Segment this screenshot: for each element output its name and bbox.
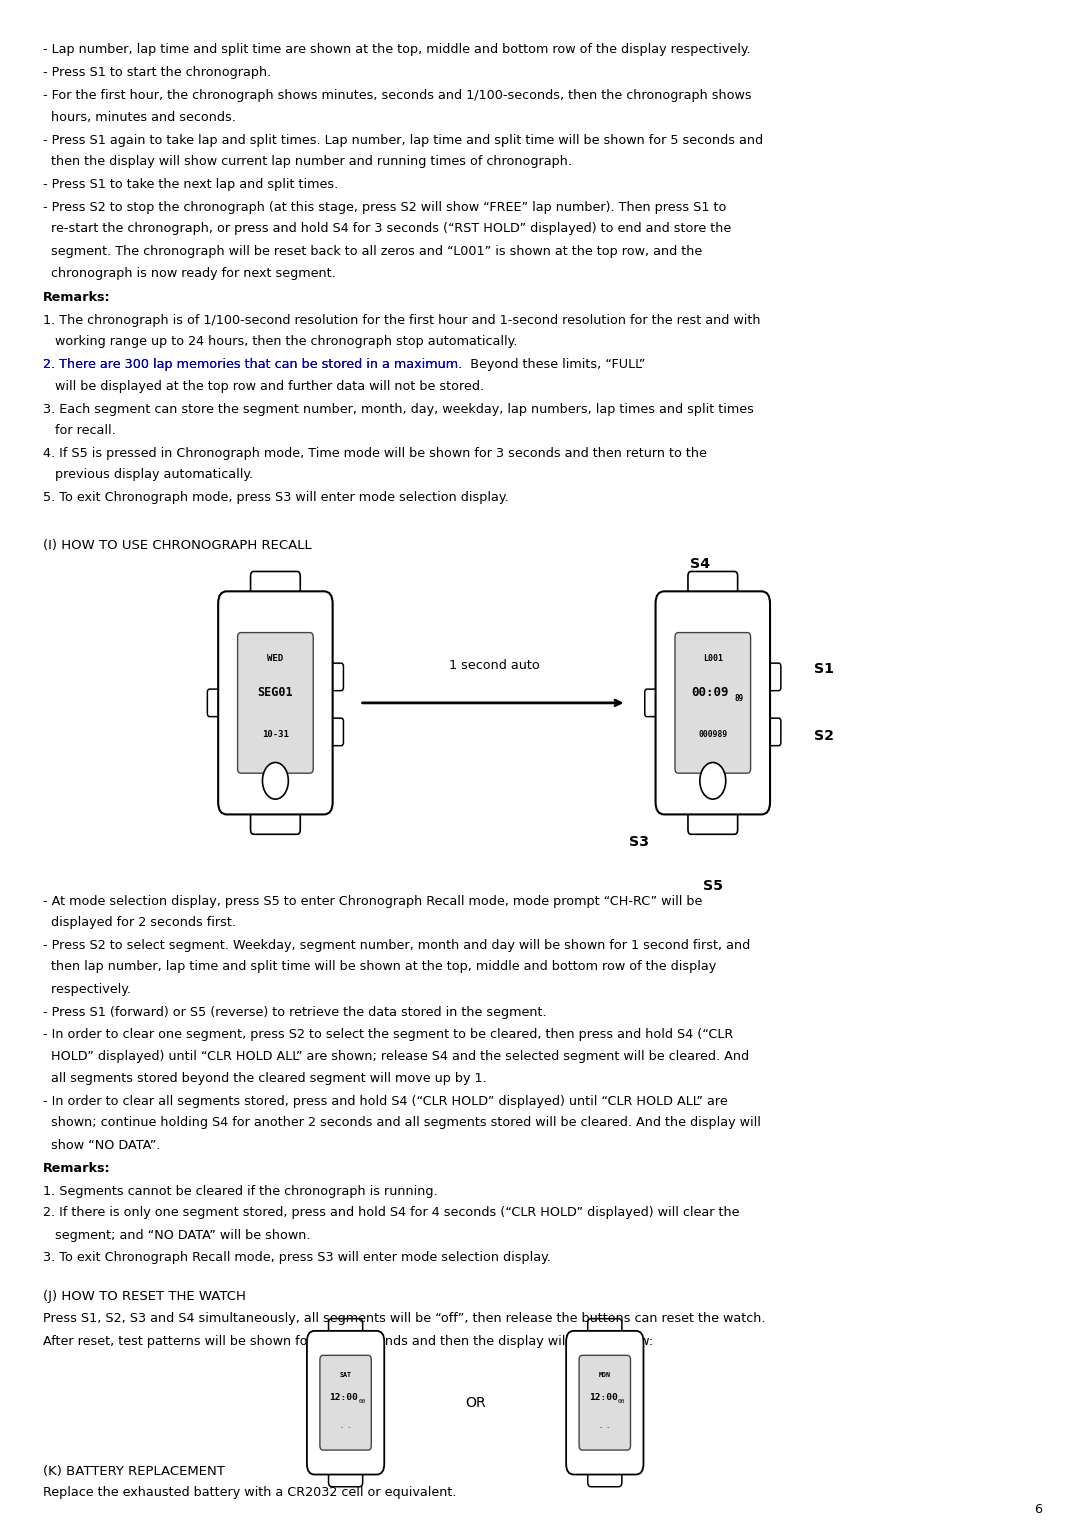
Text: - -: - - — [340, 1424, 351, 1430]
Text: 6: 6 — [1035, 1502, 1042, 1516]
FancyBboxPatch shape — [759, 663, 781, 691]
FancyBboxPatch shape — [328, 1319, 363, 1349]
Circle shape — [262, 762, 288, 799]
FancyBboxPatch shape — [566, 1331, 644, 1475]
Text: will be displayed at the top row and further data will not be stored.: will be displayed at the top row and fur… — [43, 379, 484, 393]
Text: 10-31: 10-31 — [262, 730, 288, 740]
Text: - Press S1 to take the next lap and split times.: - Press S1 to take the next lap and spli… — [43, 177, 338, 191]
Text: - -: - - — [599, 1424, 610, 1430]
Text: - Press S1 (forward) or S5 (reverse) to retrieve the data stored in the segment.: - Press S1 (forward) or S5 (reverse) to … — [43, 1005, 546, 1019]
FancyBboxPatch shape — [688, 792, 738, 834]
Text: for recall.: for recall. — [43, 423, 116, 437]
Text: 3. Each segment can store the segment number, month, day, weekday, lap numbers, : 3. Each segment can store the segment nu… — [43, 402, 754, 416]
FancyBboxPatch shape — [238, 633, 313, 773]
Text: SAT: SAT — [339, 1372, 352, 1378]
Text: displayed for 2 seconds first.: displayed for 2 seconds first. — [43, 915, 237, 929]
Text: S1: S1 — [814, 662, 834, 677]
Text: 2. There are 300 lap memories that can be stored in a maximum.: 2. There are 300 lap memories that can b… — [43, 358, 462, 371]
Text: S2: S2 — [814, 729, 834, 744]
FancyBboxPatch shape — [320, 1355, 372, 1450]
Text: (J) HOW TO RESET THE WATCH: (J) HOW TO RESET THE WATCH — [43, 1290, 246, 1303]
Text: re-start the chronograph, or press and hold S4 for 3 seconds (“RST HOLD” display: re-start the chronograph, or press and h… — [43, 222, 731, 235]
FancyBboxPatch shape — [322, 718, 343, 746]
Text: (I) HOW TO USE CHRONOGRAPH RECALL: (I) HOW TO USE CHRONOGRAPH RECALL — [43, 538, 312, 552]
Text: show “NO DATA”.: show “NO DATA”. — [43, 1138, 161, 1152]
Text: then the display will show current lap number and running times of chronograph.: then the display will show current lap n… — [43, 154, 572, 168]
Text: 12:00: 12:00 — [589, 1394, 618, 1403]
Text: 5. To exit Chronograph mode, press S3 will enter mode selection display.: 5. To exit Chronograph mode, press S3 wi… — [43, 490, 509, 504]
FancyBboxPatch shape — [656, 591, 770, 814]
Text: - Press S2 to select segment. Weekday, segment number, month and day will be sho: - Press S2 to select segment. Weekday, s… — [43, 938, 751, 952]
Text: SEG01: SEG01 — [258, 686, 293, 698]
Text: S5: S5 — [703, 879, 723, 894]
FancyBboxPatch shape — [588, 1319, 622, 1349]
Text: - Press S1 again to take lap and split times. Lap number, lap time and split tim: - Press S1 again to take lap and split t… — [43, 133, 764, 147]
Text: - Lap number, lap time and split time are shown at the top, middle and bottom ro: - Lap number, lap time and split time ar… — [43, 43, 751, 57]
Circle shape — [700, 762, 726, 799]
Text: previous display automatically.: previous display automatically. — [43, 468, 254, 481]
Text: 00: 00 — [359, 1400, 366, 1404]
Text: Remarks:: Remarks: — [43, 290, 111, 304]
FancyBboxPatch shape — [759, 718, 781, 746]
Text: all segments stored beyond the cleared segment will move up by 1.: all segments stored beyond the cleared s… — [43, 1071, 487, 1085]
FancyBboxPatch shape — [307, 1331, 384, 1475]
Text: 1 second auto: 1 second auto — [448, 659, 540, 672]
Text: (K) BATTERY REPLACEMENT: (K) BATTERY REPLACEMENT — [43, 1464, 225, 1478]
Text: respectively.: respectively. — [43, 983, 131, 996]
Text: OR: OR — [464, 1395, 486, 1410]
Text: chronograph is now ready for next segment.: chronograph is now ready for next segmen… — [43, 266, 336, 280]
Text: WED: WED — [268, 654, 283, 663]
Text: then lap number, lap time and split time will be shown at the top, middle and bo: then lap number, lap time and split time… — [43, 960, 716, 973]
FancyBboxPatch shape — [328, 1456, 363, 1487]
Text: - At mode selection display, press S5 to enter Chronograph Recall mode, mode pro: - At mode selection display, press S5 to… — [43, 894, 703, 908]
Text: 2. If there is only one segment stored, press and hold S4 for 4 seconds (“CLR HO: 2. If there is only one segment stored, … — [43, 1206, 740, 1219]
Text: - For the first hour, the chronograph shows minutes, seconds and 1/100-seconds, : - For the first hour, the chronograph sh… — [43, 89, 752, 102]
Text: working range up to 24 hours, then the chronograph stop automatically.: working range up to 24 hours, then the c… — [43, 335, 517, 348]
Text: - In order to clear one segment, press S2 to select the segment to be cleared, t: - In order to clear one segment, press S… — [43, 1027, 733, 1041]
Text: 12:00: 12:00 — [329, 1394, 359, 1403]
Text: Remarks:: Remarks: — [43, 1161, 111, 1175]
Text: - In order to clear all segments stored, press and hold S4 (“CLR HOLD” displayed: - In order to clear all segments stored,… — [43, 1094, 728, 1108]
Text: 00:09: 00:09 — [691, 686, 728, 698]
Text: - Press S2 to stop the chronograph (at this stage, press S2 will show “FREE” lap: - Press S2 to stop the chronograph (at t… — [43, 200, 727, 214]
FancyBboxPatch shape — [207, 689, 229, 717]
Text: 2. There are 300 lap memories that can be stored in a maximum.  Beyond these lim: 2. There are 300 lap memories that can b… — [43, 358, 646, 371]
Text: MON: MON — [598, 1372, 611, 1378]
Text: 89: 89 — [734, 694, 743, 703]
Text: S4: S4 — [690, 556, 710, 571]
FancyBboxPatch shape — [579, 1355, 631, 1450]
Text: After reset, test patterns will be shown for a few seconds and then the display : After reset, test patterns will be shown… — [43, 1334, 653, 1348]
Text: hours, minutes and seconds.: hours, minutes and seconds. — [43, 110, 237, 124]
Text: L001: L001 — [703, 654, 723, 663]
FancyBboxPatch shape — [645, 689, 666, 717]
Text: - Press S1 to start the chronograph.: - Press S1 to start the chronograph. — [43, 66, 271, 79]
Text: 1. The chronograph is of 1/100-second resolution for the first hour and 1-second: 1. The chronograph is of 1/100-second re… — [43, 313, 760, 327]
FancyBboxPatch shape — [675, 633, 751, 773]
FancyBboxPatch shape — [322, 663, 343, 691]
FancyBboxPatch shape — [218, 591, 333, 814]
Text: 000989: 000989 — [698, 730, 728, 740]
Text: 3. To exit Chronograph Recall mode, press S3 will enter mode selection display.: 3. To exit Chronograph Recall mode, pres… — [43, 1250, 551, 1264]
Text: segment; and “NO DATA” will be shown.: segment; and “NO DATA” will be shown. — [43, 1229, 311, 1242]
FancyBboxPatch shape — [688, 571, 738, 614]
Text: 4. If S5 is pressed in Chronograph mode, Time mode will be shown for 3 seconds a: 4. If S5 is pressed in Chronograph mode,… — [43, 446, 707, 460]
Text: 1. Segments cannot be cleared if the chronograph is running.: 1. Segments cannot be cleared if the chr… — [43, 1184, 437, 1198]
FancyBboxPatch shape — [251, 792, 300, 834]
FancyBboxPatch shape — [251, 571, 300, 614]
Text: shown; continue holding S4 for another 2 seconds and all segments stored will be: shown; continue holding S4 for another 2… — [43, 1115, 761, 1129]
Text: Press S1, S2, S3 and S4 simultaneously, all segments will be “off”, then release: Press S1, S2, S3 and S4 simultaneously, … — [43, 1311, 766, 1325]
Text: Replace the exhausted battery with a CR2032 cell or equivalent.: Replace the exhausted battery with a CR2… — [43, 1485, 457, 1499]
Text: 00: 00 — [618, 1400, 625, 1404]
Text: segment. The chronograph will be reset back to all zeros and “L001” is shown at : segment. The chronograph will be reset b… — [43, 244, 702, 258]
Text: S3: S3 — [630, 834, 649, 850]
Text: HOLD” displayed) until “CLR HOLD ALL” are shown; release S4 and the selected seg: HOLD” displayed) until “CLR HOLD ALL” ar… — [43, 1050, 750, 1063]
FancyBboxPatch shape — [588, 1456, 622, 1487]
